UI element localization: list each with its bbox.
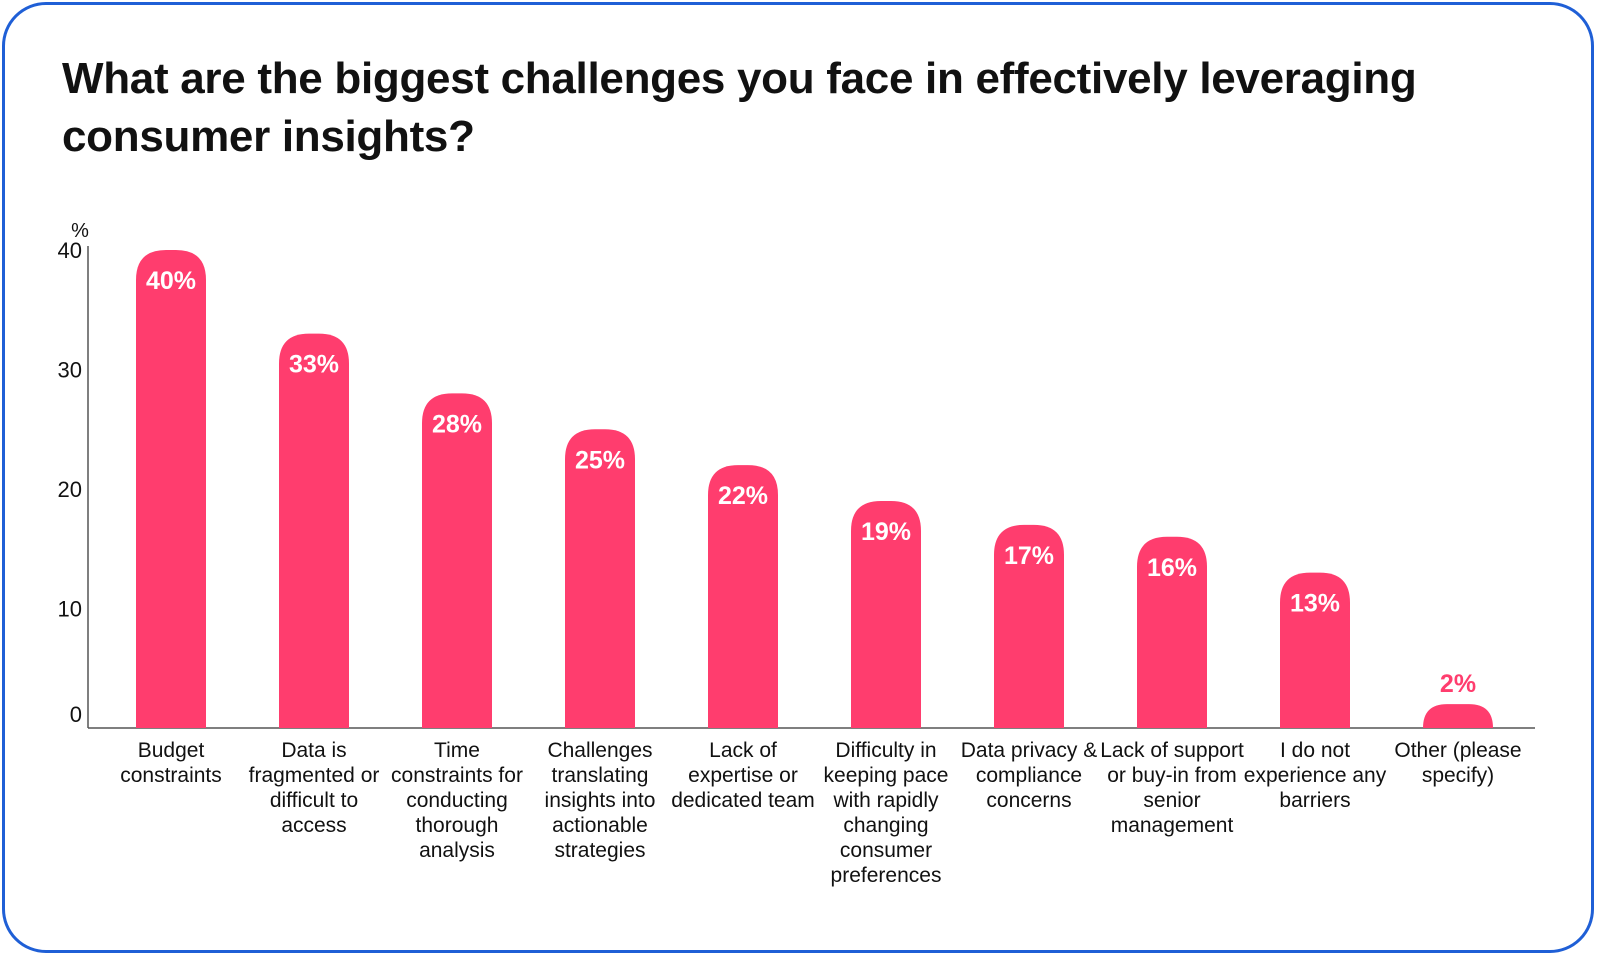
y-tick-label: 40 (58, 238, 82, 263)
chart-title: What are the biggest challenges you face… (62, 54, 1417, 161)
y-tick-label: 10 (58, 597, 82, 622)
bar-value-label: 17% (1004, 542, 1054, 570)
bar-value-label: 28% (432, 410, 482, 438)
x-category-label: Other (please specify) (1394, 739, 1522, 787)
x-category-label: Time constraints for conducting thorough… (391, 739, 523, 862)
bar-value-label: 16% (1147, 554, 1197, 582)
bar (1137, 536, 1207, 728)
x-category-label: Data privacy & compliance concerns (960, 739, 1098, 812)
bar (1280, 572, 1350, 728)
x-category-label: Data is fragmented or difficult to acces… (248, 739, 380, 837)
bar (994, 524, 1064, 728)
bar (708, 465, 778, 728)
bar-value-label: 2% (1440, 670, 1476, 698)
bar-value-label: 33% (289, 351, 339, 379)
bar-value-label: 13% (1290, 590, 1340, 618)
x-category-label: Difficulty in keeping pace with rapidly … (823, 739, 949, 887)
bar (136, 250, 206, 728)
y-tick-label: 0 (70, 702, 82, 727)
bar (422, 393, 492, 728)
x-category-label: Challenges translating insights into act… (544, 739, 656, 862)
y-tick-label: 20 (58, 477, 82, 502)
x-category-label: Lack of support or buy-in from senior ma… (1100, 739, 1244, 837)
x-category-label: Budget constraints (120, 739, 222, 787)
bar-value-label: 25% (575, 446, 625, 474)
y-tick-label: 30 (58, 358, 82, 383)
x-category-label: Lack of expertise or dedicated team (671, 739, 815, 812)
bar-value-label: 19% (861, 518, 911, 546)
bar-value-label: 22% (718, 482, 768, 510)
bar (851, 500, 921, 728)
bar-value-label: 40% (146, 267, 196, 295)
bar (565, 429, 635, 728)
x-category-label: I do not experience any barriers (1243, 739, 1387, 812)
bar (1423, 704, 1493, 728)
y-axis-unit-label: % (71, 220, 89, 242)
bar (279, 333, 349, 728)
